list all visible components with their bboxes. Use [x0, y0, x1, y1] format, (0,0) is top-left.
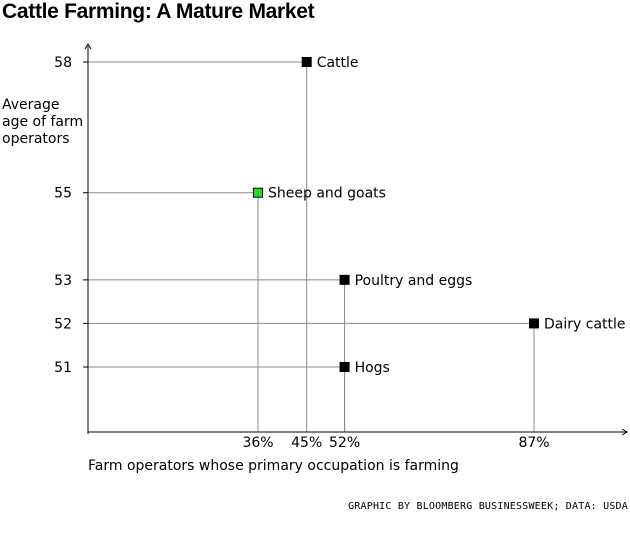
guide-lines — [88, 61, 535, 432]
point-label: Hogs — [355, 360, 390, 376]
y-tick-label: 58 — [54, 55, 72, 71]
x-axis-arrow — [621, 428, 628, 436]
x-axis-label: Farm operators whose primary occupation … — [88, 458, 459, 474]
data-point — [301, 57, 312, 67]
y-axis-label-line: age of farm — [2, 114, 83, 130]
x-tick-label: 87% — [518, 435, 549, 451]
x-tick-label: 36% — [242, 435, 273, 451]
y-tick-label: 53 — [54, 273, 72, 289]
y-ticks: 58 55 53 52 51 — [54, 55, 88, 376]
credit-line: GRAPHIC BY BLOOMBERG BUSINESSWEEK; DATA:… — [348, 501, 628, 512]
y-tick-label: 52 — [54, 316, 72, 332]
x-ticks: 36% 45% 52% 87% — [242, 435, 549, 451]
y-tick-label: 55 — [54, 186, 72, 202]
data-point — [339, 274, 350, 285]
data-point — [529, 318, 539, 329]
point-label: Poultry and eggs — [355, 273, 473, 289]
point-label: Cattle — [317, 55, 359, 71]
data-point — [339, 362, 350, 372]
y-tick-label: 51 — [54, 360, 72, 376]
point-label: Dairy cattle — [544, 316, 626, 332]
x-tick-label: 45% — [291, 435, 322, 451]
x-tick-label: 52% — [329, 435, 360, 451]
point-label: Sheep and goats — [268, 186, 386, 202]
data-point — [253, 187, 263, 198]
data-points: Cattle Sheep and goats Poultry and eggs Dai… — [253, 55, 626, 376]
y-axis-label-line: operators — [2, 131, 70, 147]
axes — [84, 43, 628, 436]
chart-title: Cattle Farming: A Mature Market — [2, 0, 315, 23]
y-axis-arrow — [84, 43, 92, 50]
y-axis-label-line: Average — [2, 97, 60, 113]
